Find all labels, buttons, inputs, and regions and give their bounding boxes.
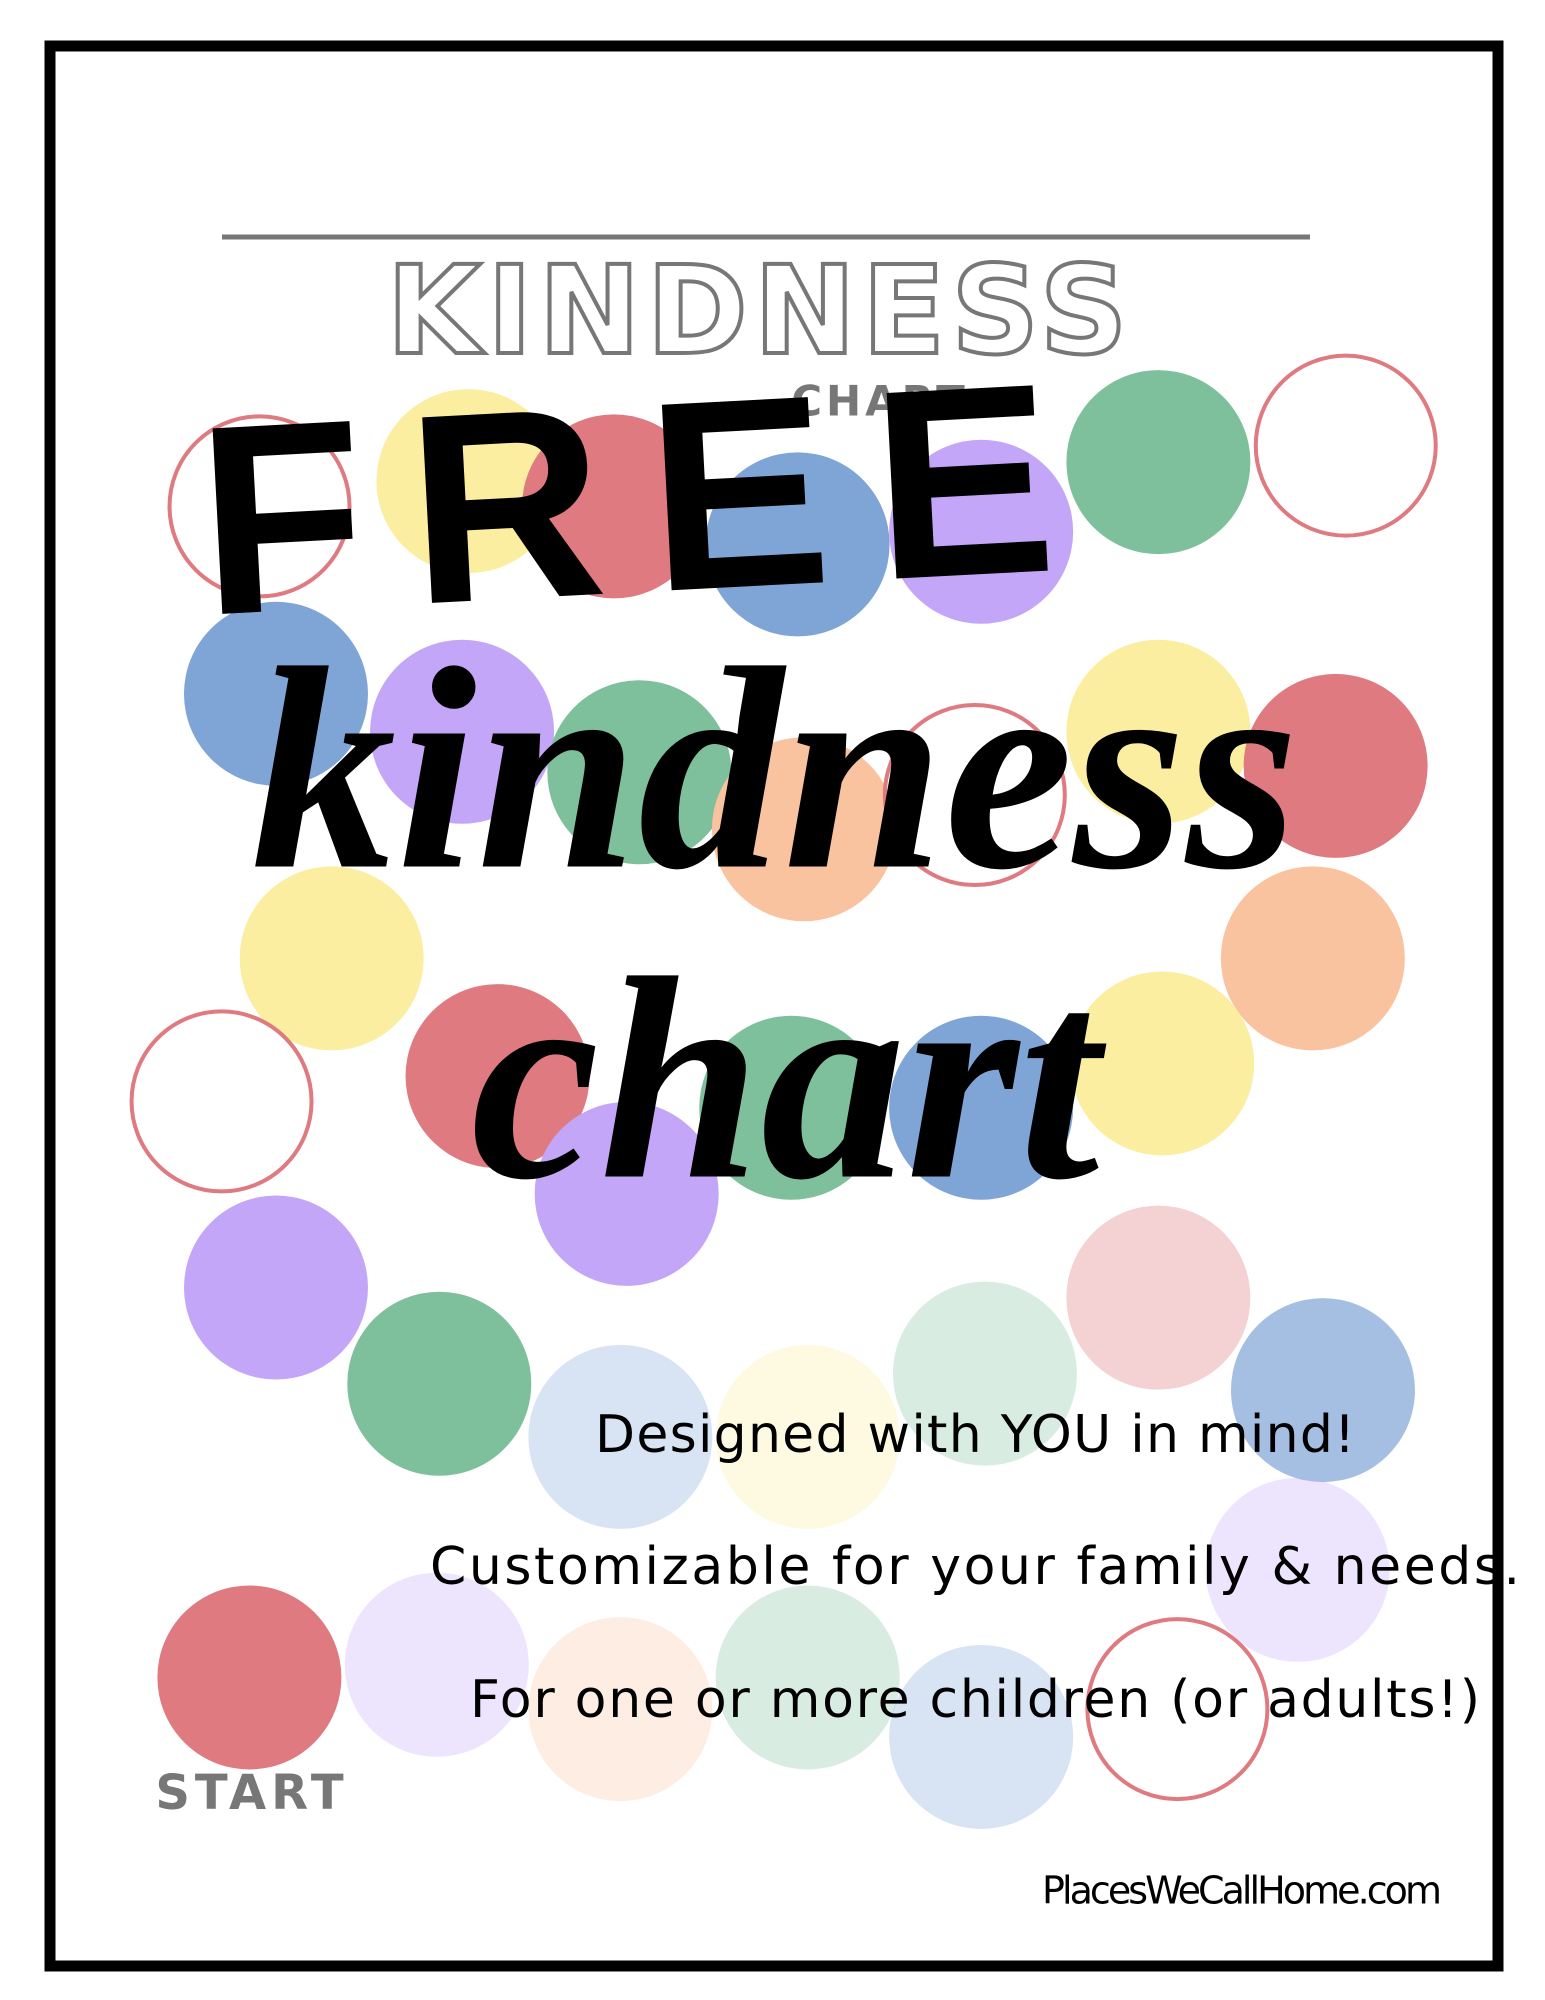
dot [1070,971,1255,1156]
website: PlacesWeCallHome.com [1042,1869,1442,1913]
dot [1253,353,1438,538]
dot [889,439,1074,624]
start-label: START [155,1765,348,1821]
dot [715,1344,900,1529]
headline-line2: chart [471,919,1109,1240]
dot [522,414,707,599]
dot [183,1195,368,1380]
dot [167,414,352,599]
headline-badge: FREE [192,325,1107,673]
dot [892,1281,1077,1466]
dot [1085,1617,1270,1802]
dot [534,1101,719,1286]
dot [1220,866,1405,1051]
dot [239,866,424,1051]
dot [376,389,561,574]
dot [129,1009,314,1194]
header-subtitle: CHART [791,377,969,426]
dot [347,1291,532,1476]
dot [889,1015,1074,1200]
dots [129,353,1438,1829]
dot [1066,639,1251,824]
headline-line1: kindness [251,609,1299,930]
dot [705,452,890,637]
tagline: Customizable for your family & needs. [430,1537,1520,1597]
dot [699,1015,884,1200]
dot [547,680,732,865]
dot [1066,370,1251,555]
dot [1230,1298,1415,1483]
dot [1205,1477,1390,1662]
header-title: KINDNESS [387,240,1134,382]
dot [1243,673,1428,858]
dot [370,639,555,824]
dot [882,703,1067,888]
dot [157,1585,342,1770]
dot [183,601,368,786]
dot [528,1617,713,1802]
tagline: Designed with YOU in mind! [595,1405,1355,1465]
frame [44,40,1504,1972]
dot [715,1585,900,1770]
dot [1066,1205,1251,1390]
dot [344,1572,529,1757]
dot [889,1644,1074,1829]
dot [711,737,896,922]
tagline: For one or more children (or adults!) [470,1670,1480,1730]
dot [528,1344,713,1529]
dot [405,984,590,1169]
